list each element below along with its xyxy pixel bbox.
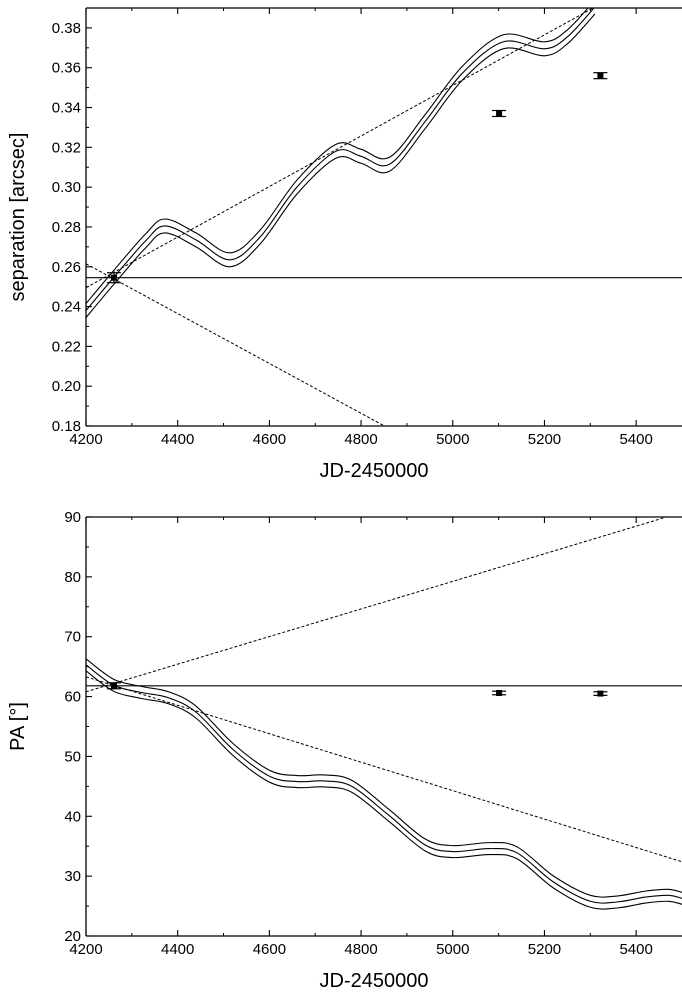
dashed-line-2 (86, 263, 386, 426)
y-axis-label: PA [°] (7, 702, 29, 751)
dashed-line-2 (86, 676, 682, 863)
dashed-line-1 (86, 8, 595, 289)
y-tick-label: 0.30 (52, 179, 81, 196)
model-curve-lower (86, 13, 596, 318)
data-marker (110, 274, 117, 281)
x-axis-label: JD-2450000 (320, 970, 429, 992)
x-tick-label: 5400 (619, 941, 652, 958)
y-tick-label: 50 (64, 748, 81, 765)
chart-panel-2: 4200 4400 4600 4800 5000 5200 5400 20 30 40 50 60 70… (7, 509, 682, 992)
y-tick-label: 0.24 (52, 299, 81, 316)
y-tick-label: 0.36 (52, 60, 81, 77)
plot-area (86, 8, 682, 426)
plot-area (86, 517, 682, 910)
data-marker (110, 682, 117, 689)
x-tick-label: 4200 (69, 431, 102, 448)
x-tick-label: 4800 (344, 431, 377, 448)
y-tick-label: 30 (64, 868, 81, 885)
y-tick-label: 40 (64, 808, 81, 825)
model-curve (86, 8, 595, 311)
y-tick-label: 80 (64, 569, 81, 586)
data-point-3 (593, 72, 608, 80)
x-tick-label: 4600 (253, 431, 286, 448)
y-tick-label: 0.38 (52, 20, 81, 37)
x-tick-label: 5000 (436, 431, 469, 448)
y-tick-label: 0.18 (52, 418, 81, 435)
x-tick-label: 5000 (436, 941, 469, 958)
y-tick-label: 0.22 (52, 338, 81, 355)
x-axis-label: JD-2450000 (320, 460, 429, 482)
dashed-line-1 (86, 517, 669, 693)
data-marker (496, 689, 503, 696)
y-tick-label: 70 (64, 629, 81, 646)
y-tick-label: 0.34 (52, 100, 81, 117)
y-axis-label: separation [arcsec] (7, 133, 29, 302)
model-curve-upper (86, 658, 682, 898)
x-tick-label: 5200 (528, 941, 561, 958)
data-point-1 (106, 272, 121, 284)
data-marker (597, 72, 604, 79)
x-tick-label: 4400 (161, 941, 194, 958)
data-point-3 (593, 690, 608, 697)
x-tick-label: 5400 (619, 431, 652, 448)
data-marker (496, 110, 503, 117)
y-tick-label: 0.26 (52, 259, 81, 276)
chart-panel-1: 4200 4400 4600 4800 5000 5200 5400 0.18 0.20 0.22… (7, 7, 682, 482)
y-tick-label: 0.28 (52, 219, 81, 236)
x-tick-label: 5200 (528, 431, 561, 448)
x-tick-label: 4600 (253, 941, 286, 958)
data-point-2 (492, 689, 507, 696)
model-curve-lower (86, 670, 682, 910)
model-curve-upper (86, 8, 589, 304)
y-tick-label: 60 (64, 689, 81, 706)
y-tick-label: 0.20 (52, 378, 81, 395)
y-tick-label: 90 (64, 509, 81, 526)
x-tick-label: 4200 (69, 941, 102, 958)
x-tick-label: 4400 (161, 431, 194, 448)
y-tick-label: 0.32 (52, 139, 81, 156)
y-tick-label: 20 (64, 928, 81, 945)
data-point-2 (492, 109, 507, 118)
data-marker (597, 690, 604, 697)
data-point-1 (106, 682, 121, 690)
x-tick-label: 4800 (344, 941, 377, 958)
model-curve (86, 664, 682, 904)
